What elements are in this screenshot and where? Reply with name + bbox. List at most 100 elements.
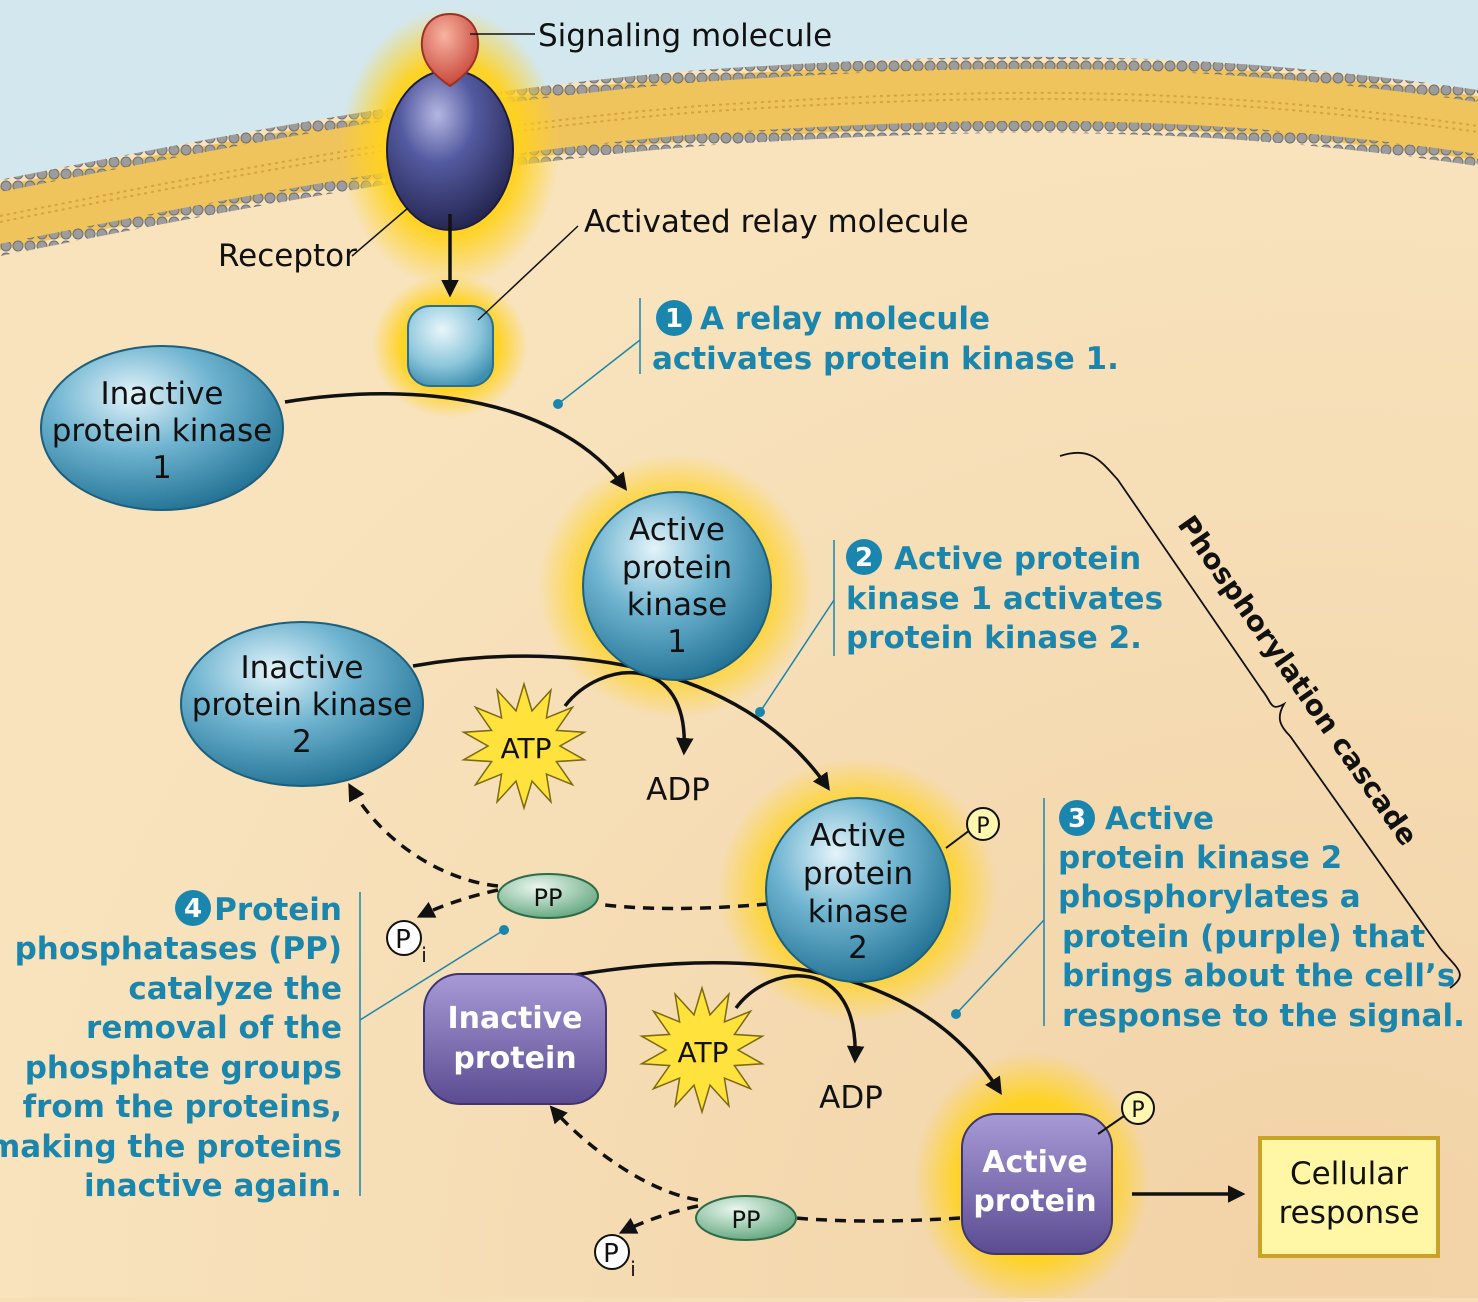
pi-label-2: P bbox=[603, 1239, 619, 1269]
svg-text:protein: protein bbox=[803, 856, 913, 892]
svg-text:protein: protein bbox=[973, 1184, 1096, 1219]
atp-burst-1 bbox=[461, 681, 587, 811]
step1-text: A relay molecule activates protein kinas… bbox=[652, 301, 1119, 377]
label-leaders bbox=[351, 33, 579, 321]
step-number-circles bbox=[175, 300, 1095, 926]
step3-badge bbox=[1059, 800, 1095, 836]
svg-text:2: 2 bbox=[848, 930, 868, 966]
active-pk2-label: Active protein kinase 2 bbox=[803, 818, 913, 966]
cellular-response-label: Cellular response bbox=[1279, 1156, 1420, 1231]
adp-label-2: ADP bbox=[819, 1080, 883, 1116]
svg-text:Active: Active bbox=[1105, 801, 1214, 837]
active-protein-kinase-2 bbox=[765, 797, 951, 983]
svg-text:response: response bbox=[1279, 1195, 1420, 1231]
svg-text:Inactive: Inactive bbox=[447, 1001, 582, 1036]
svg-text:1: 1 bbox=[152, 450, 172, 486]
svg-text:Cellular: Cellular bbox=[1290, 1156, 1408, 1192]
svg-text:kinase: kinase bbox=[627, 587, 727, 623]
svg-text:protein kinase: protein kinase bbox=[192, 687, 412, 723]
active-pk1-label: Active protein kinase 1 bbox=[622, 512, 732, 660]
svg-text:protein: protein bbox=[453, 1041, 576, 1076]
svg-text:phosphate groups: phosphate groups bbox=[25, 1050, 342, 1086]
svg-text:Inactive: Inactive bbox=[100, 376, 223, 412]
receptor-icon bbox=[386, 69, 514, 231]
svg-text:2: 2 bbox=[292, 724, 312, 760]
svg-text:inactive again.: inactive again. bbox=[84, 1168, 342, 1204]
svg-text:phosphorylates a: phosphorylates a bbox=[1058, 879, 1361, 915]
step4-number: 4 bbox=[184, 894, 202, 924]
adp-label-1: ADP bbox=[646, 772, 710, 808]
inactive-protein-kinase-2 bbox=[180, 621, 424, 787]
svg-text:protein (purple) that: protein (purple) that bbox=[1062, 919, 1425, 955]
atp-burst-2 bbox=[639, 985, 765, 1115]
phosphate-tag-kinase2 bbox=[966, 807, 1000, 841]
svg-text:catalyze the: catalyze the bbox=[128, 971, 342, 1007]
phosphate-label-1: P bbox=[976, 814, 989, 839]
atp-label-1: ATP bbox=[501, 732, 552, 765]
atp-label-2: ATP bbox=[678, 1036, 729, 1069]
inactive-protein-kinase-1 bbox=[40, 345, 284, 511]
active-protein bbox=[961, 1113, 1113, 1255]
pi-subscript-2: i bbox=[630, 1257, 636, 1281]
svg-text:Active: Active bbox=[810, 818, 906, 854]
inactive-protein bbox=[423, 973, 607, 1105]
svg-text:Inactive: Inactive bbox=[240, 650, 363, 686]
svg-text:response to the signal.: response to the signal. bbox=[1062, 998, 1465, 1034]
phosphate-tag-protein bbox=[1121, 1091, 1155, 1125]
pi-label-1: P bbox=[395, 925, 411, 955]
svg-text:brings about the cell’s: brings about the cell’s bbox=[1062, 958, 1455, 994]
svg-text:A relay molecule: A relay molecule bbox=[700, 301, 990, 337]
inorganic-phosphate-1 bbox=[386, 920, 422, 956]
step4-badge bbox=[175, 890, 211, 926]
svg-text:Active: Active bbox=[629, 512, 725, 548]
step2-text: Active protein kinase 1 activates protei… bbox=[846, 541, 1163, 656]
cascade-brace bbox=[1059, 451, 1461, 989]
pi-subscript-1: i bbox=[421, 943, 427, 967]
phosphatase-arrows bbox=[348, 782, 961, 1234]
inorganic-phosphate-2 bbox=[594, 1234, 630, 1270]
pp-label-2: PP bbox=[732, 1206, 761, 1234]
svg-text:protein kinase 2: protein kinase 2 bbox=[1058, 840, 1342, 876]
svg-text:kinase: kinase bbox=[808, 894, 908, 930]
svg-text:1: 1 bbox=[667, 624, 687, 660]
svg-text:protein kinase 2.: protein kinase 2. bbox=[846, 620, 1142, 656]
phosphate-label-2: P bbox=[1131, 1098, 1144, 1123]
inactive-pk1-label: Inactive protein kinase 1 bbox=[52, 376, 272, 486]
svg-text:removal of the: removal of the bbox=[86, 1010, 342, 1046]
active-protein-kinase-1 bbox=[582, 491, 772, 681]
step2-badge bbox=[846, 539, 882, 575]
activated-relay-label: Activated relay molecule bbox=[584, 204, 969, 240]
relay-molecule-icon bbox=[407, 305, 494, 387]
svg-text:Protein: Protein bbox=[214, 892, 342, 928]
active-protein-label: Active protein bbox=[973, 1145, 1096, 1219]
step3-number: 3 bbox=[1068, 804, 1086, 834]
step2-number: 2 bbox=[855, 543, 873, 573]
step-leaders bbox=[359, 298, 1045, 1196]
svg-text:phosphatases (PP): phosphatases (PP) bbox=[15, 931, 342, 967]
signaling-molecule-icon bbox=[420, 12, 480, 88]
svg-text:activates protein kinase 1.: activates protein kinase 1. bbox=[652, 341, 1119, 377]
step4-text: Protein phosphatases (PP) catalyze the r… bbox=[0, 892, 342, 1204]
receptor-label: Receptor bbox=[218, 238, 357, 274]
pp-label-1: PP bbox=[534, 884, 563, 912]
plasma-membrane bbox=[0, 56, 1478, 256]
svg-text:protein: protein bbox=[622, 550, 732, 586]
inactive-protein-label: Inactive protein bbox=[447, 1001, 582, 1076]
extracellular-space bbox=[0, 0, 1478, 180]
protein-phosphatase-2 bbox=[695, 1195, 797, 1241]
svg-text:Active: Active bbox=[982, 1145, 1088, 1180]
svg-text:kinase 1 activates: kinase 1 activates bbox=[846, 581, 1163, 617]
svg-text:making the proteins: making the proteins bbox=[0, 1129, 342, 1165]
protein-phosphatase-1 bbox=[497, 873, 599, 919]
step3-text: Active protein kinase 2 phosphorylates a… bbox=[1058, 801, 1465, 1034]
inactive-pk2-label: Inactive protein kinase 2 bbox=[192, 650, 412, 760]
svg-text:from the proteins,: from the proteins, bbox=[23, 1089, 342, 1125]
svg-text:protein kinase: protein kinase bbox=[52, 413, 272, 449]
svg-text:Active protein: Active protein bbox=[894, 541, 1141, 577]
signaling-molecule-label: Signaling molecule bbox=[538, 18, 832, 54]
step1-number: 1 bbox=[665, 304, 683, 334]
step1-badge bbox=[656, 300, 692, 336]
cellular-response-box bbox=[1258, 1136, 1440, 1258]
